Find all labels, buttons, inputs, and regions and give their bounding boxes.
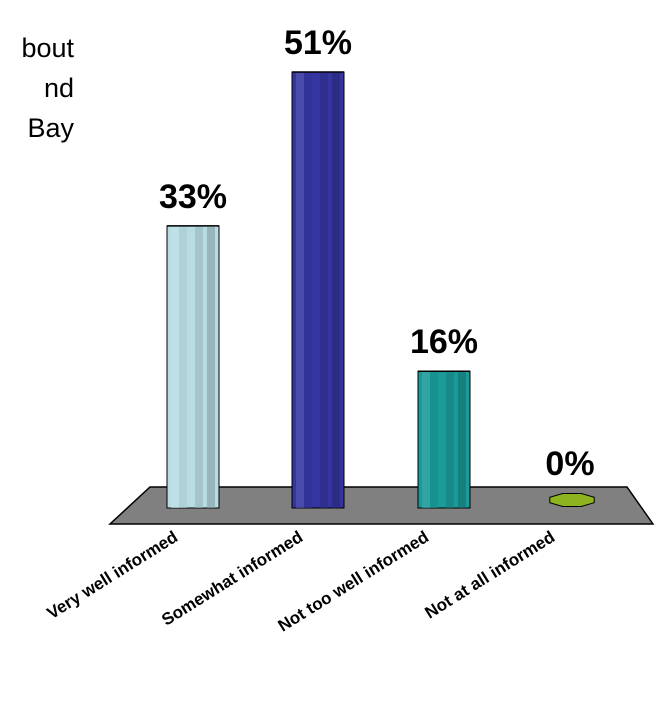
title-line-1: bout — [21, 33, 74, 63]
bar-facet — [179, 226, 187, 508]
category-label-not-at-all-informed: Not at all informed — [421, 527, 558, 622]
bar-not-at-all-informed — [549, 493, 595, 507]
bar-facet — [446, 372, 454, 508]
bar-facet — [207, 226, 215, 508]
bars-group — [166, 71, 595, 509]
data-label-not-at-all-informed: 0% — [545, 445, 594, 483]
bar-facet — [458, 372, 466, 508]
data-labels-group: 33% 51% 16% 0% — [159, 24, 595, 483]
bar-facet — [195, 226, 203, 508]
data-label-not-too-well-informed: 16% — [410, 323, 478, 361]
data-label-somewhat-informed: 51% — [284, 24, 352, 62]
bar-facet — [332, 73, 340, 508]
bar-facet — [296, 73, 304, 508]
bar-facet — [171, 226, 179, 508]
title-line-3: Bay — [27, 113, 74, 143]
data-label-very-well-informed: 33% — [159, 178, 227, 216]
bar-facet — [320, 73, 328, 508]
bar-facet — [430, 372, 438, 508]
bar-facet — [304, 73, 312, 508]
title-line-2: nd — [43, 73, 74, 103]
bar-very-well-informed — [166, 225, 220, 509]
bar-somewhat-informed — [291, 71, 345, 509]
chart-title-fragment: bout nd Bay — [0, 28, 80, 178]
bar-not-too-well-informed — [417, 370, 471, 509]
bar-facet — [422, 372, 430, 508]
category-label-very-well-informed: Very well informed — [44, 527, 181, 623]
